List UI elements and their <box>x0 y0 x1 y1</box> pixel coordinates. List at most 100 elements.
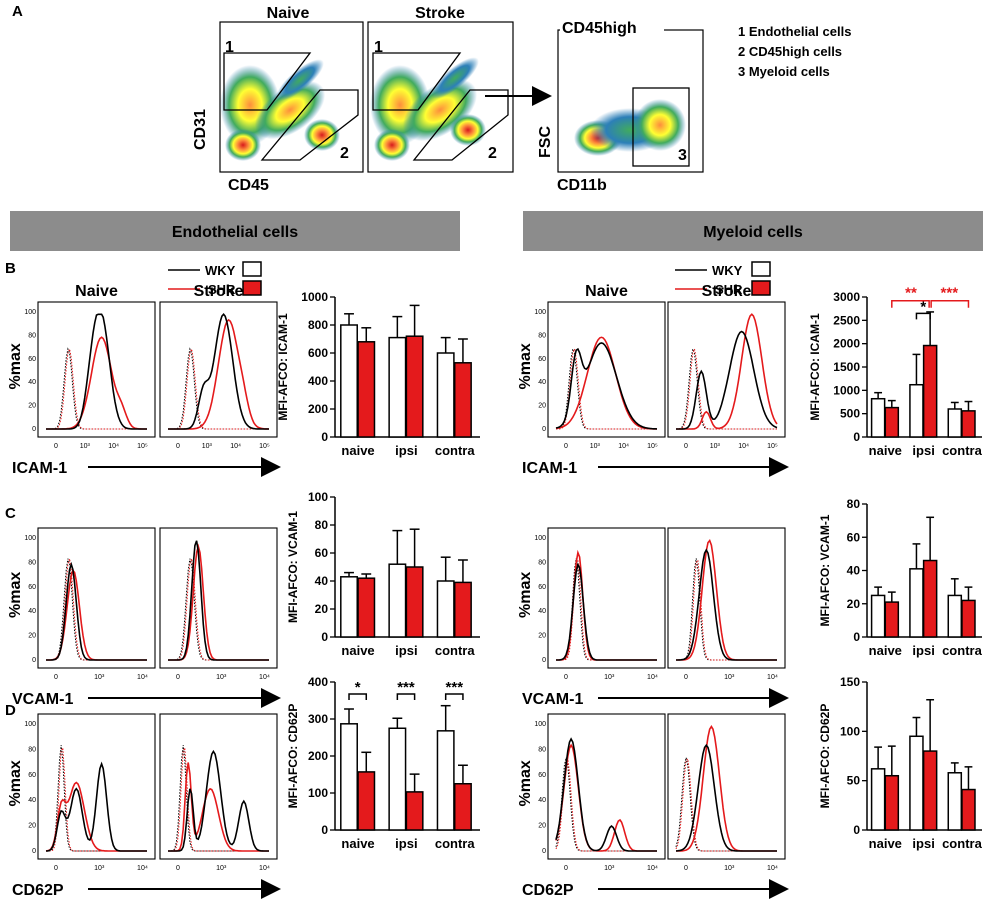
x-tick-label: naive <box>869 836 902 851</box>
flow-plot-stroke: Stroke 1 2 <box>367 5 514 173</box>
histogram-frame <box>159 713 278 860</box>
histogram-x-tick: 10⁴ <box>647 865 658 872</box>
x-tick-label: ipsi <box>912 836 934 851</box>
histogram-isotype-wky <box>168 558 269 661</box>
bar-shr-naive <box>357 577 376 638</box>
y-tick-label: 150 <box>840 675 860 689</box>
bar-shr-naive <box>357 771 376 831</box>
bar-wky-contra <box>436 352 455 438</box>
bar-wky-naive <box>340 723 358 831</box>
histogram-y-tick: 100 <box>24 535 36 542</box>
y-tick-label: 50 <box>847 774 861 788</box>
histogram-x-tick: 10³ <box>724 674 735 681</box>
histogram-isotype-shr <box>46 347 147 430</box>
legend-wky-swatch <box>242 261 262 277</box>
histogram-x-tick: 0 <box>176 443 180 450</box>
y-tick-label: 600 <box>308 346 328 360</box>
x-tick-label: ipsi <box>395 836 417 851</box>
legend-wky: WKY <box>712 263 743 278</box>
significance-bracket <box>348 693 368 700</box>
bar-shr-contra <box>961 410 976 438</box>
histogram-x-tick: 0 <box>54 865 58 872</box>
histogram-y-tick: 60 <box>538 356 546 363</box>
histogram-y-tick: 80 <box>538 332 546 339</box>
x-tick-label: ipsi <box>912 443 934 458</box>
y-tick-label: 0 <box>321 630 328 644</box>
bar-shr-ipsi <box>922 559 938 638</box>
histogram-y-tick: 20 <box>28 823 36 830</box>
histogram-marker-label: VCAM-1 <box>522 691 583 708</box>
histogram-curve-wky <box>555 737 657 852</box>
legend-shr: SHR <box>715 282 743 297</box>
gate-label-1: 1 <box>225 39 234 56</box>
x-tick-label: contra <box>435 643 476 658</box>
significance-marker: * <box>920 298 926 315</box>
histogram-frame <box>547 301 666 438</box>
histogram-isotype-shr <box>675 757 777 852</box>
histogram-y-tick: 40 <box>28 379 36 386</box>
histogram-y-tick: 60 <box>538 772 546 779</box>
gate-label-3: 3 <box>678 147 687 164</box>
flow-legend-item: 2 CD45high cells <box>738 44 842 59</box>
x-tick-label: naive <box>341 643 374 658</box>
significance-marker: ** <box>905 285 917 302</box>
y-axis-label: MFI-AFCO: VCAM-1 <box>286 511 300 623</box>
y-tick-label: 0 <box>321 430 328 444</box>
histogram-isotype-wky <box>46 558 147 661</box>
histogram-y-tick: 40 <box>538 379 546 386</box>
bar-wky-naive <box>870 397 886 438</box>
histogram-x-tick: 10⁵ <box>647 443 658 450</box>
histogram-isotype-shr <box>168 347 269 430</box>
histogram-x-tick: 0 <box>684 865 688 872</box>
histogram-group: 0 10³ 10⁴ 10⁵ 0 10³ 10⁴ 10⁵ 0 20 40 60 80 100 Naive Str… <box>7 283 281 477</box>
panel-label-d: D <box>5 702 16 719</box>
bar-wky-contra <box>947 408 963 438</box>
histogram-isotype-shr <box>168 745 269 852</box>
histogram-curve-wky <box>168 313 269 430</box>
histogram-x-tick: 0 <box>176 674 180 681</box>
x-tick-label: ipsi <box>395 643 417 658</box>
histogram-y-label: %max <box>7 343 24 389</box>
bar-shr-naive <box>357 341 376 438</box>
x-tick-label: ipsi <box>912 643 934 658</box>
histogram-y-tick: 80 <box>28 746 36 753</box>
y-tick-label: 1500 <box>833 360 860 374</box>
histogram-x-tick: 10⁵ <box>259 443 270 450</box>
histogram-x-tick: 0 <box>54 674 58 681</box>
y-axis-label: MFI-AFCO: CD62P <box>286 704 300 809</box>
histogram-y-tick: 100 <box>534 309 546 316</box>
histogram-frame <box>37 301 156 438</box>
y-axis-label: MFI-AFCO: ICAM-1 <box>808 313 822 421</box>
y-tick-label: 200 <box>308 402 328 416</box>
bar-wky-naive <box>870 594 886 638</box>
histogram-y-tick: 100 <box>24 309 36 316</box>
histogram-y-tick: 0 <box>542 657 546 664</box>
histogram-x-tick: 10³ <box>202 443 213 450</box>
header-bar-endothelial <box>10 211 460 251</box>
panel-label-a: A <box>12 3 23 20</box>
histogram-x-tick: 0 <box>564 443 568 450</box>
histogram-curve-wky <box>555 342 658 430</box>
histogram-title-naive: Naive <box>75 283 118 300</box>
histogram-y-tick: 0 <box>32 426 36 433</box>
x-tick-label: contra <box>942 836 983 851</box>
histogram-x-tick: 10³ <box>80 443 91 450</box>
x-tick-label: ipsi <box>395 443 417 458</box>
histogram-y-tick: 20 <box>538 823 546 830</box>
x-tick-label: contra <box>435 836 476 851</box>
cd45high-y-label: FSC <box>537 126 554 158</box>
bar-wky-contra <box>947 594 963 638</box>
histogram-x-tick: 0 <box>684 674 688 681</box>
y-tick-label: 300 <box>308 712 328 726</box>
histogram-y-label: %max <box>517 572 534 618</box>
flow-x-label: CD45 <box>228 177 269 194</box>
y-tick-label: 0 <box>321 823 328 837</box>
histogram-marker-label: ICAM-1 <box>522 460 577 477</box>
histogram-y-label: %max <box>517 760 534 806</box>
histogram-y-tick: 20 <box>538 403 546 410</box>
histogram-isotype-wky <box>46 347 147 430</box>
histogram-y-tick: 40 <box>28 797 36 804</box>
y-tick-label: 40 <box>315 574 329 588</box>
bar-shr-ipsi <box>405 566 424 638</box>
